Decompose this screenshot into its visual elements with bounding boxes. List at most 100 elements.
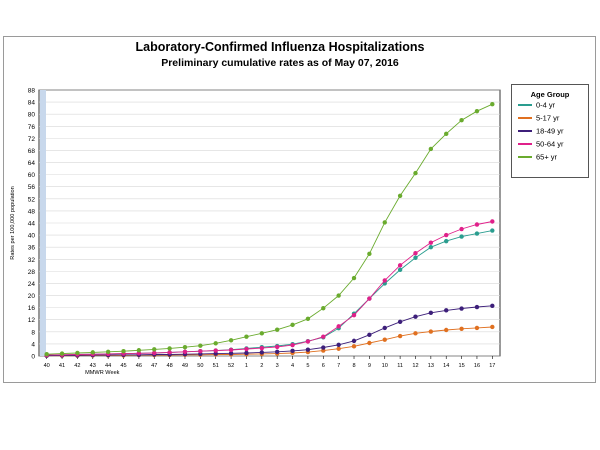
x-tick-label: 44: [105, 363, 111, 369]
data-point: [167, 346, 172, 351]
x-tick-label: 43: [90, 363, 96, 369]
legend-label: 5-17 yr: [536, 113, 560, 123]
data-point: [413, 170, 418, 176]
legend-swatch: [518, 143, 532, 146]
x-tick-label: 5: [306, 363, 309, 369]
x-tick-label: 14: [443, 363, 449, 369]
legend-item: 65+ yr: [518, 152, 588, 164]
legend-swatch: [518, 130, 532, 133]
y-tick-label: 80: [28, 112, 36, 119]
data-point: [336, 324, 341, 329]
data-point: [428, 244, 434, 250]
data-point: [244, 350, 249, 356]
data-point: [490, 303, 495, 309]
data-point: [213, 348, 218, 353]
data-point: [367, 296, 372, 301]
data-point: [336, 346, 341, 351]
x-tick-label: 9: [368, 363, 371, 369]
data-point: [459, 306, 464, 311]
data-point: [444, 131, 449, 137]
data-point: [167, 350, 172, 355]
x-tick-label: 6: [322, 363, 325, 369]
data-point: [305, 347, 311, 352]
data-point: [44, 351, 49, 357]
data-point: [444, 308, 449, 313]
legend-item: 5-17 yr: [518, 113, 588, 125]
x-tick-label: 15: [458, 363, 464, 369]
data-point: [474, 108, 480, 114]
data-point: [444, 327, 449, 333]
y-axis-label: Rates per 100,000 population: [10, 186, 16, 259]
data-point: [321, 348, 326, 353]
data-point: [182, 345, 188, 350]
y-tick-label: 36: [28, 245, 36, 252]
x-tick-label: 45: [120, 363, 126, 369]
y-tick-label: 24: [28, 281, 36, 288]
data-point: [459, 234, 464, 239]
x-tick-label: 10: [382, 363, 388, 369]
data-point: [136, 351, 142, 356]
data-point: [321, 306, 326, 311]
data-point: [290, 322, 295, 328]
data-point: [490, 324, 495, 330]
data-point: [397, 263, 403, 268]
y-tick-label: 16: [28, 305, 36, 312]
data-point: [459, 326, 464, 331]
data-point: [382, 278, 387, 283]
x-tick-label: 7: [337, 363, 340, 369]
x-tick-label: 41: [59, 363, 65, 369]
y-tick-label: 28: [28, 269, 36, 276]
data-point: [397, 193, 403, 198]
data-point: [474, 231, 480, 236]
data-point: [382, 325, 387, 331]
series-line: [46, 103, 493, 355]
data-point: [474, 325, 480, 331]
data-point: [428, 240, 434, 245]
legend-label: 18-49 yr: [536, 126, 564, 136]
x-tick-label: 16: [474, 363, 480, 369]
data-point: [351, 275, 357, 281]
data-point: [152, 347, 157, 352]
legend-item: 18-49 yr: [518, 126, 588, 138]
y-tick-label: 20: [28, 293, 36, 300]
data-point: [290, 348, 295, 354]
legend-swatch: [518, 104, 532, 107]
y-tick-label: 72: [28, 136, 36, 143]
data-point: [182, 349, 188, 354]
data-point: [90, 350, 95, 355]
legend-label: 0-4 yr: [536, 100, 556, 110]
legend-label: 50-64 yr: [536, 139, 564, 149]
data-point: [305, 339, 311, 344]
legend-swatch: [518, 117, 532, 120]
data-point: [413, 331, 418, 336]
y-tick-label: 8: [31, 329, 35, 336]
x-tick-label: 3: [276, 363, 279, 369]
data-point: [274, 327, 280, 332]
chart-subtitle: Preliminary cumulative rates as of May 0…: [161, 57, 399, 69]
x-tick-label: 48: [166, 363, 172, 369]
data-point: [213, 341, 218, 346]
x-tick-label: 12: [412, 363, 418, 369]
data-point: [259, 331, 265, 336]
data-point: [336, 342, 341, 348]
data-point: [59, 351, 65, 356]
y-tick-label: 12: [28, 317, 36, 324]
legend-items: 0-4 yr 5-17 yr 18-49 yr 50-64 yr 65+ yr: [512, 100, 588, 164]
data-point: [459, 118, 464, 123]
data-point: [121, 348, 126, 354]
series-line: [46, 221, 493, 356]
x-tick-label: 47: [151, 363, 157, 369]
data-point: [428, 146, 434, 152]
data-point: [351, 344, 357, 349]
y-tick-label: 84: [28, 100, 36, 107]
data-point: [444, 232, 449, 238]
legend-swatch: [518, 156, 532, 159]
data-point: [259, 350, 265, 355]
x-tick-label: 4: [291, 363, 294, 369]
data-point: [305, 316, 311, 322]
data-point: [428, 329, 434, 334]
x-tick-label: 13: [428, 363, 434, 369]
y-tick-label: 0: [31, 354, 35, 361]
data-point: [367, 340, 372, 346]
data-point: [198, 343, 203, 348]
